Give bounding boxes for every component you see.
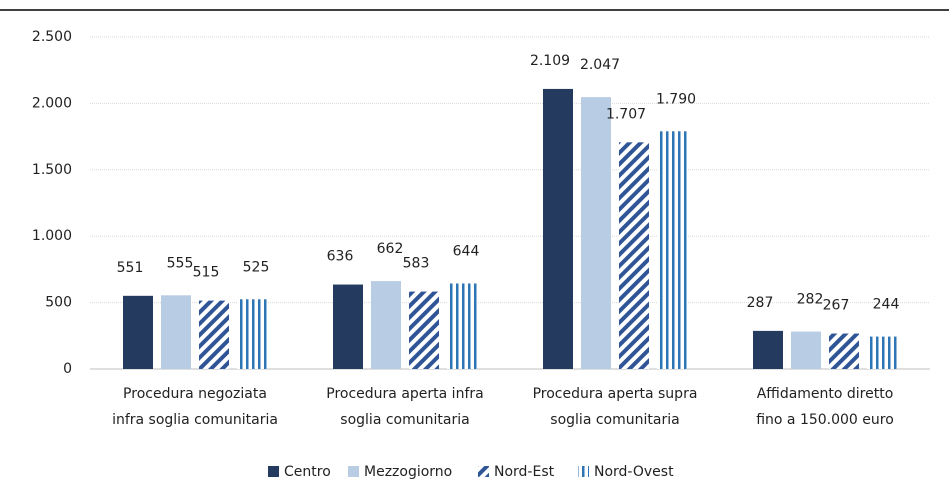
bar	[619, 142, 649, 369]
value-label: 2.109	[530, 53, 570, 69]
legend-label: Centro	[284, 464, 331, 480]
value-label: 287	[747, 295, 774, 311]
value-label: 1.790	[656, 91, 696, 107]
bar	[753, 330, 783, 369]
bar	[829, 333, 859, 369]
x-tick-label: soglia comunitaria	[340, 412, 469, 428]
bar	[161, 295, 191, 369]
x-tick-label: fino a 150.000 euro	[756, 412, 894, 428]
bar	[333, 284, 363, 369]
bar	[543, 88, 573, 369]
bar	[237, 299, 267, 369]
value-label: 583	[403, 256, 430, 272]
legend-label: Nord-Ovest	[594, 464, 674, 480]
y-tick-label: 1.500	[32, 162, 72, 178]
x-tick-label: soglia comunitaria	[550, 412, 679, 428]
bar	[199, 300, 229, 369]
value-label: 555	[167, 255, 194, 271]
bar	[791, 331, 821, 369]
legend-label: Nord-Est	[494, 464, 555, 480]
legend-swatch	[578, 466, 589, 477]
bar	[581, 97, 611, 370]
y-tick-label: 1.000	[32, 228, 72, 244]
value-label: 267	[823, 298, 850, 314]
bar	[409, 291, 439, 369]
legend-swatch	[478, 466, 489, 477]
value-label: 244	[873, 297, 900, 313]
legend-label: Mezzogiorno	[364, 464, 452, 480]
bar	[867, 336, 897, 369]
value-label: 644	[453, 243, 480, 259]
value-label: 1.707	[606, 106, 646, 122]
y-tick-label: 0	[63, 361, 72, 377]
legend-swatch	[268, 466, 279, 477]
value-label: 551	[117, 260, 144, 276]
value-label: 282	[797, 292, 824, 308]
legend-swatch	[348, 466, 359, 477]
value-label: 525	[243, 259, 270, 275]
bar	[657, 131, 687, 369]
y-tick-label: 2.000	[32, 95, 72, 111]
value-label: 636	[327, 249, 354, 265]
x-tick-label: Procedura aperta supra	[533, 386, 698, 402]
bar	[447, 283, 477, 369]
value-label: 515	[193, 265, 220, 281]
x-tick-label: infra soglia comunitaria	[112, 412, 278, 428]
x-tick-label: Affidamento diretto	[757, 386, 894, 402]
value-label: 2.047	[580, 57, 620, 73]
x-tick-label: Procedura aperta infra	[326, 386, 483, 402]
y-tick-label: 2.500	[32, 29, 72, 45]
bar	[123, 295, 153, 369]
bar	[371, 281, 401, 369]
value-label: 662	[377, 241, 404, 257]
y-tick-label: 500	[45, 295, 72, 311]
x-tick-label: Procedura negoziata	[123, 386, 267, 402]
